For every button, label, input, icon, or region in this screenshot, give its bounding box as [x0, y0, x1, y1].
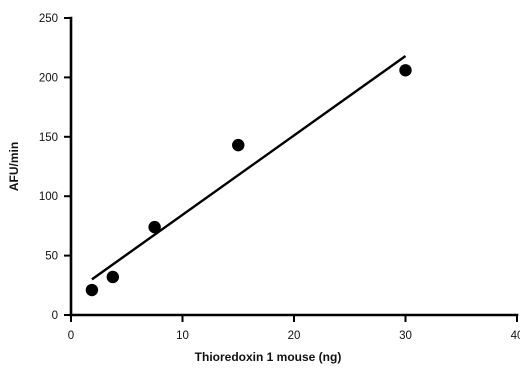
x-tick-label: 40 — [511, 330, 520, 342]
y-tick-label: 200 — [39, 72, 58, 84]
x-axis-ticks: 0 10 20 30 40 — [68, 315, 520, 342]
y-tick-label: 50 — [45, 251, 58, 263]
y-tick-label: 0 — [52, 310, 58, 322]
data-point — [399, 64, 412, 77]
axes — [69, 16, 519, 317]
x-axis-title: Thioredoxin 1 mouse (ng) — [195, 350, 342, 364]
y-tick-label: 250 — [39, 13, 58, 25]
trendline — [91, 55, 407, 281]
x-tick-label: 0 — [68, 330, 74, 342]
trendline-group — [91, 55, 407, 281]
data-point — [85, 283, 99, 297]
y-tick-label: 100 — [39, 191, 58, 203]
y-axis-title: AFU/min — [7, 142, 21, 191]
x-tick-label: 10 — [176, 330, 189, 342]
x-tick-label: 20 — [288, 330, 301, 342]
data-point — [106, 270, 120, 284]
x-tick-label: 30 — [399, 330, 412, 342]
data-points — [85, 64, 412, 297]
data-point — [148, 220, 161, 234]
y-tick-label: 150 — [39, 132, 58, 144]
y-axis-ticks: 0 50 100 150 200 250 — [39, 13, 71, 322]
data-point — [232, 138, 245, 152]
